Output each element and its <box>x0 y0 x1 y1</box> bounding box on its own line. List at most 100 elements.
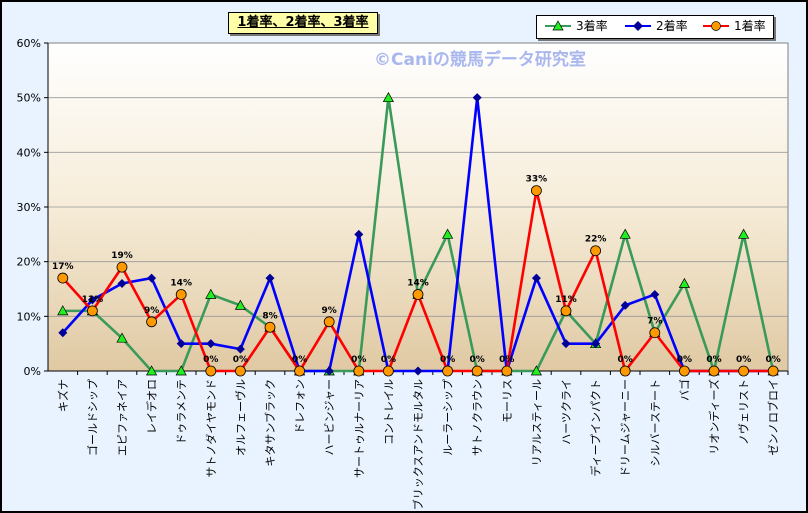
data-point <box>442 228 454 239</box>
data-point <box>323 316 335 328</box>
data-point <box>620 300 630 310</box>
x-tick-label: コントレイル <box>382 379 395 445</box>
x-tick-label: ルーラーシップ <box>442 379 455 456</box>
x-tick-label: エピファネイア <box>116 379 129 456</box>
chart-title: 1着率、2着率、3着率 <box>228 12 378 34</box>
data-point <box>147 273 157 283</box>
data-point <box>57 272 69 284</box>
data-label: 0% <box>470 355 485 365</box>
data-label: 7% <box>647 317 662 327</box>
data-point <box>382 91 394 103</box>
data-label: 33% <box>526 175 548 185</box>
data-point <box>530 365 542 376</box>
data-point <box>619 228 631 239</box>
y-tick-label: 40% <box>17 146 41 159</box>
x-tick-label: モーリス <box>501 379 514 423</box>
data-label: 0% <box>233 355 248 365</box>
data-point <box>531 273 541 283</box>
legend-label-1: 1着率 <box>734 19 766 33</box>
data-point <box>561 339 571 349</box>
x-tick-label: シルバーステート <box>649 379 662 466</box>
x-tick-label: サトノダイヤモンド <box>204 379 218 478</box>
y-tick-label: 0% <box>24 365 41 378</box>
data-point <box>265 273 275 283</box>
y-tick-label: 10% <box>17 310 41 323</box>
data-point <box>531 185 542 197</box>
data-point <box>58 328 68 338</box>
data-point <box>294 365 306 377</box>
data-point <box>649 327 661 339</box>
x-tick-label: サトノクラウン <box>471 379 484 456</box>
data-label: 0% <box>440 355 455 365</box>
data-point <box>117 279 127 289</box>
legend-label-3: 3着率 <box>576 19 608 33</box>
x-tick-label: ブリックスアンドモルタル <box>411 379 425 510</box>
x-tick-label: ゼンノロブロイ <box>766 379 780 455</box>
data-label: 8% <box>262 311 277 321</box>
data-point <box>650 289 660 299</box>
data-label: 0% <box>618 355 633 365</box>
x-tick-label: リアルスティール <box>530 379 543 466</box>
legend-label-2: 2着率 <box>656 19 688 33</box>
x-tick-label: オルフェーヴル <box>233 379 247 456</box>
data-point <box>591 339 601 349</box>
data-label: 11% <box>82 295 104 305</box>
data-point <box>382 365 394 377</box>
data-label: 0% <box>381 355 396 365</box>
data-point <box>57 305 69 316</box>
x-tick-label: バゴ <box>677 379 691 401</box>
x-tick-label: レイデオロ <box>145 379 159 434</box>
data-point <box>501 365 513 377</box>
data-point <box>87 295 97 305</box>
data-label: 9% <box>144 306 159 316</box>
data-label: 19% <box>111 251 133 261</box>
data-point <box>471 365 483 377</box>
data-point <box>87 305 98 317</box>
data-point <box>116 261 128 273</box>
data-point <box>442 365 454 377</box>
data-point <box>354 229 364 239</box>
data-label: 22% <box>585 235 607 245</box>
data-point <box>619 365 631 377</box>
data-point <box>146 316 158 328</box>
data-point <box>206 339 216 349</box>
x-tick-label: ノヴェリスト <box>737 379 751 445</box>
data-point <box>353 365 365 377</box>
data-point <box>176 339 186 349</box>
data-point <box>234 299 246 310</box>
data-point <box>413 366 423 376</box>
watermark: ©Caniの競馬データ研究室 <box>374 50 586 70</box>
x-tick-label: サートゥルナーリア <box>353 379 366 478</box>
x-tick-label: ドゥラメンテ <box>175 379 188 445</box>
data-point <box>472 93 482 103</box>
data-point <box>146 365 158 376</box>
y-tick-label: 60% <box>17 37 41 50</box>
data-label: 0% <box>499 355 514 365</box>
data-point <box>175 289 187 300</box>
x-tick-label: ハーツクライ <box>560 379 573 445</box>
y-tick-label: 30% <box>17 201 41 214</box>
data-label: 0% <box>706 355 721 365</box>
data-label: 17% <box>52 262 74 272</box>
data-point <box>235 344 245 354</box>
data-point <box>708 365 720 377</box>
data-label: 14% <box>407 278 429 288</box>
data-label: 0% <box>292 355 307 365</box>
data-point <box>590 245 601 257</box>
data-point <box>560 305 572 317</box>
data-point <box>234 365 246 377</box>
y-tick-label: 20% <box>17 256 41 269</box>
data-label: 0% <box>736 355 751 365</box>
data-point <box>205 365 217 377</box>
x-tick-label: リオンディーズ <box>707 379 721 455</box>
data-point <box>738 228 750 239</box>
data-label: 0% <box>766 355 781 365</box>
y-tick-label: 50% <box>17 92 41 105</box>
data-label: 9% <box>322 306 337 316</box>
x-tick-label: キタサンブラック <box>263 379 277 467</box>
data-point <box>264 321 276 333</box>
data-label: 11% <box>555 295 577 305</box>
legend: 3着率 2着率 1着率 <box>536 15 774 39</box>
data-point <box>738 365 749 377</box>
